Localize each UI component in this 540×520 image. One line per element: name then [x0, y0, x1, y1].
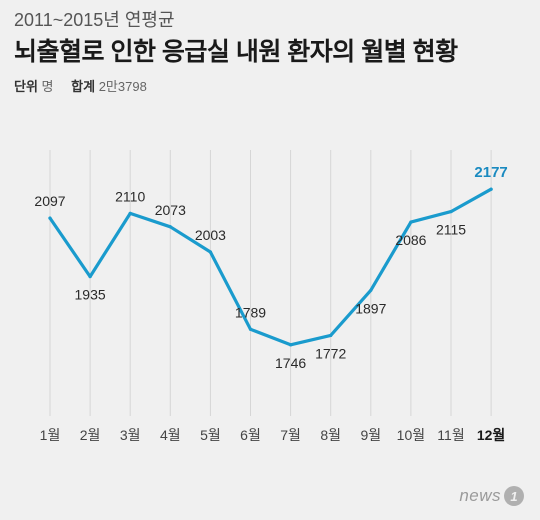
data-point-5	[208, 250, 212, 254]
chart-subtitle: 2011~2015년 연평균	[14, 10, 175, 30]
data-point-4	[168, 225, 172, 229]
data-label-2: 1935	[75, 287, 106, 303]
data-label-3: 2110	[115, 188, 145, 204]
data-label-9: 1897	[355, 300, 386, 316]
x-tick-label-8: 8월	[320, 427, 341, 443]
chart-meta: 단위 명 합계 2만3798	[14, 78, 524, 96]
x-tick-label-4: 4월	[160, 427, 181, 443]
total-label: 합계	[71, 79, 96, 94]
total-value: 2만3798	[98, 79, 147, 94]
chart-title: 뇌출혈로 인한 응급실 내원 환자의 월별 현황	[14, 38, 458, 66]
data-label-12: 2177	[474, 164, 507, 181]
data-label-4: 2073	[155, 202, 186, 218]
x-tick-label-10: 10월	[397, 427, 425, 443]
x-tick-label-7: 7월	[280, 427, 301, 443]
chart-header: 2011~2015년 연평균 뇌출혈로 인한 응급실 내원 환자의 월별 현황 …	[14, 6, 524, 96]
data-point-9	[369, 288, 373, 292]
data-label-7: 1746	[275, 355, 306, 371]
data-point-6	[248, 327, 253, 331]
data-label-1: 2097	[34, 193, 65, 209]
unit-value: 명	[41, 79, 54, 94]
data-label-6: 1789	[235, 304, 266, 320]
data-label-8: 1772	[315, 345, 346, 361]
data-point-2	[88, 274, 92, 279]
x-tick-label-12: 12월	[477, 427, 505, 443]
data-label-5: 2003	[195, 227, 226, 243]
data-point-1	[48, 216, 52, 220]
data-label-10: 2086	[395, 232, 426, 248]
logo-text: news	[459, 486, 501, 505]
x-tick-label-2: 2월	[80, 427, 101, 443]
x-tick-label-6: 6월	[240, 427, 261, 443]
x-tick-label-11: 11월	[437, 427, 464, 443]
x-tick-label-3: 3월	[120, 427, 141, 443]
data-point-8	[329, 333, 333, 338]
news1-logo: news 1	[459, 486, 524, 506]
series-line	[48, 187, 493, 347]
data-point-11	[449, 209, 453, 214]
data-point-12	[489, 187, 493, 191]
data-point-7	[289, 343, 293, 347]
data-point-3	[128, 211, 132, 215]
unit-label: 단위	[14, 79, 38, 94]
data-label-11: 2115	[436, 222, 466, 238]
x-tick-label-1: 1월	[40, 427, 61, 443]
data-point-10	[409, 220, 413, 224]
logo-mark: 1	[504, 486, 524, 506]
x-tick-label-5: 5월	[200, 427, 221, 443]
x-tick-label-9: 9월	[360, 427, 381, 443]
